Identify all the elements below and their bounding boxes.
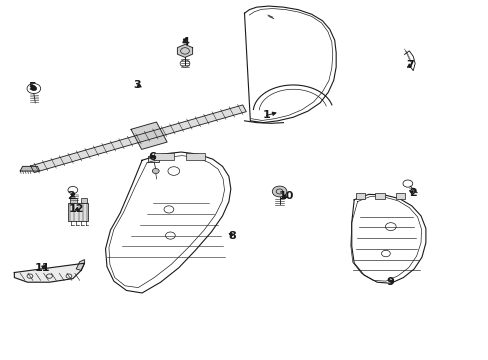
Polygon shape (131, 122, 167, 149)
Polygon shape (31, 105, 246, 172)
Text: 5: 5 (28, 82, 36, 92)
FancyBboxPatch shape (68, 203, 88, 221)
FancyBboxPatch shape (355, 193, 365, 199)
Text: 1: 1 (262, 111, 270, 121)
Text: 6: 6 (147, 152, 156, 162)
Polygon shape (14, 263, 84, 282)
Polygon shape (20, 166, 40, 171)
FancyBboxPatch shape (148, 156, 159, 162)
Circle shape (152, 168, 159, 174)
FancyBboxPatch shape (81, 198, 87, 203)
FancyBboxPatch shape (374, 193, 384, 199)
Text: 2: 2 (408, 188, 416, 198)
Circle shape (31, 86, 37, 91)
FancyBboxPatch shape (395, 193, 405, 199)
Text: 8: 8 (228, 231, 236, 240)
Polygon shape (177, 44, 192, 57)
Text: 9: 9 (386, 277, 394, 287)
FancyBboxPatch shape (185, 153, 205, 160)
Text: 11: 11 (34, 263, 50, 273)
Text: 4: 4 (181, 37, 188, 47)
Text: 7: 7 (406, 60, 413, 70)
Circle shape (272, 186, 286, 197)
FancyBboxPatch shape (70, 198, 77, 203)
Text: 12: 12 (68, 204, 84, 214)
FancyBboxPatch shape (154, 153, 173, 160)
Polygon shape (76, 260, 84, 270)
Text: 2: 2 (67, 191, 75, 201)
Text: 3: 3 (133, 80, 141, 90)
Text: 10: 10 (278, 191, 293, 201)
